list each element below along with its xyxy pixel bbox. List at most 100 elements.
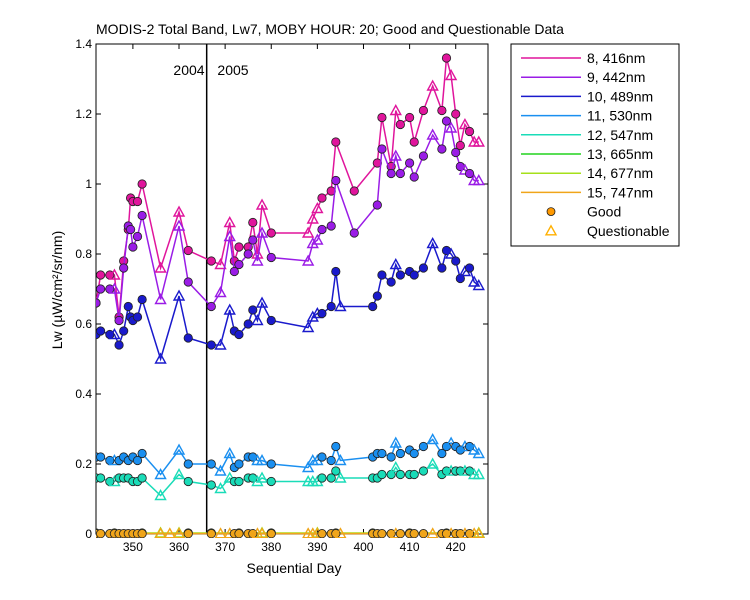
questionable-marker: [214, 338, 227, 350]
x-tick-label: 380: [261, 540, 281, 554]
good-marker: [317, 473, 327, 483]
questionable-marker: [426, 79, 439, 91]
good-marker: [96, 298, 101, 308]
good-marker: [437, 144, 447, 154]
good-marker: [464, 168, 475, 179]
legend-entry: 12, 547nm: [587, 127, 653, 143]
good-marker: [317, 224, 327, 235]
good-marker: [418, 466, 429, 476]
good-marker: [137, 448, 147, 459]
good-marker: [243, 319, 253, 329]
questionable-marker: [173, 527, 186, 538]
x-tick-label: 360: [169, 540, 189, 554]
good-marker: [317, 529, 327, 538]
good-marker: [372, 200, 382, 210]
series-line: [96, 118, 479, 321]
good-marker: [331, 466, 341, 476]
good-marker: [326, 455, 336, 466]
questionable-marker: [255, 296, 269, 308]
good-marker: [409, 448, 419, 459]
good-marker: [372, 158, 382, 168]
good-marker: [386, 452, 396, 462]
questionable-marker: [172, 205, 186, 217]
questionable-marker: [256, 527, 269, 538]
good-marker: [234, 459, 244, 469]
good-marker: [377, 529, 387, 538]
good-marker: [132, 312, 143, 322]
x-tick-label: 400: [353, 540, 373, 554]
good-marker: [96, 452, 106, 462]
questionable-marker: [472, 279, 485, 291]
good-marker: [96, 284, 106, 294]
good-marker: [137, 179, 147, 189]
good-marker: [206, 529, 216, 538]
good-marker: [266, 529, 276, 538]
legend-entry: Questionable: [587, 223, 670, 239]
questionable-marker: [108, 282, 121, 294]
good-marker: [455, 140, 465, 151]
y-tick-label: 1.4: [75, 37, 92, 51]
good-marker: [183, 277, 193, 287]
good-marker: [349, 186, 359, 196]
questionable-marker: [467, 443, 481, 455]
good-marker: [331, 137, 341, 147]
good-marker: [137, 210, 147, 221]
good-marker: [114, 340, 124, 350]
good-marker: [418, 529, 429, 538]
series-group: [96, 53, 485, 538]
good-marker: [119, 326, 129, 336]
good-marker: [266, 228, 276, 238]
good-marker: [464, 126, 475, 137]
questionable-marker: [444, 247, 458, 259]
y-axis-label: Lw (µW/cm²/sr/nm): [49, 231, 65, 350]
good-marker: [437, 105, 447, 116]
good-marker: [317, 452, 327, 462]
good-marker: [248, 305, 258, 315]
good-marker: [266, 252, 276, 263]
y-tick-label: 0.2: [75, 457, 92, 471]
questionable-marker: [426, 527, 439, 538]
good-marker: [372, 291, 382, 301]
questionable-marker: [472, 468, 485, 480]
good-marker: [114, 315, 124, 326]
y-tick-label: 0.6: [75, 317, 92, 331]
x-tick-label: 370: [215, 540, 235, 554]
questionable-marker: [223, 303, 236, 315]
good-marker: [377, 448, 387, 459]
questionable-marker: [301, 226, 315, 238]
y-tick-label: 0: [85, 527, 92, 541]
questionable-marker: [444, 121, 458, 133]
good-marker: [183, 333, 193, 343]
year-label-right: 2005: [217, 62, 248, 78]
series-line: [96, 57, 479, 318]
x-axis-label: Sequential Day: [247, 560, 342, 576]
questionable-marker: [389, 149, 402, 161]
legend-entry: 8, 416nm: [587, 50, 645, 66]
good-marker: [451, 256, 461, 266]
legend-entry: 10, 489nm: [587, 88, 653, 104]
good-marker: [326, 221, 336, 231]
x-tick-label: 390: [307, 540, 327, 554]
good-marker: [418, 151, 429, 161]
series-line: [96, 241, 480, 362]
good-marker: [418, 441, 429, 452]
good-marker: [206, 301, 216, 312]
y-tick-label: 0.8: [75, 247, 92, 261]
good-marker: [418, 263, 429, 273]
good-marker: [331, 441, 341, 452]
questionable-marker: [255, 471, 269, 483]
good-marker: [234, 476, 244, 487]
legend-entry: 9, 442nm: [587, 69, 645, 85]
questionable-marker: [172, 468, 186, 480]
plot-area: 0 0.2 0.4 0.6 0.8 1 1.2 1.4 350 360 370 380 390 400 41…: [75, 37, 489, 554]
questionable-marker: [458, 118, 472, 130]
good-marker: [395, 529, 405, 538]
good-marker: [183, 476, 193, 487]
questionable-marker: [154, 293, 167, 305]
questionable-marker: [214, 464, 227, 476]
legend-entry: Good: [587, 204, 621, 220]
questionable-marker: [426, 433, 439, 445]
questionable-marker: [444, 69, 458, 81]
y-tick-label: 0.4: [75, 387, 92, 401]
good-marker: [96, 529, 106, 538]
